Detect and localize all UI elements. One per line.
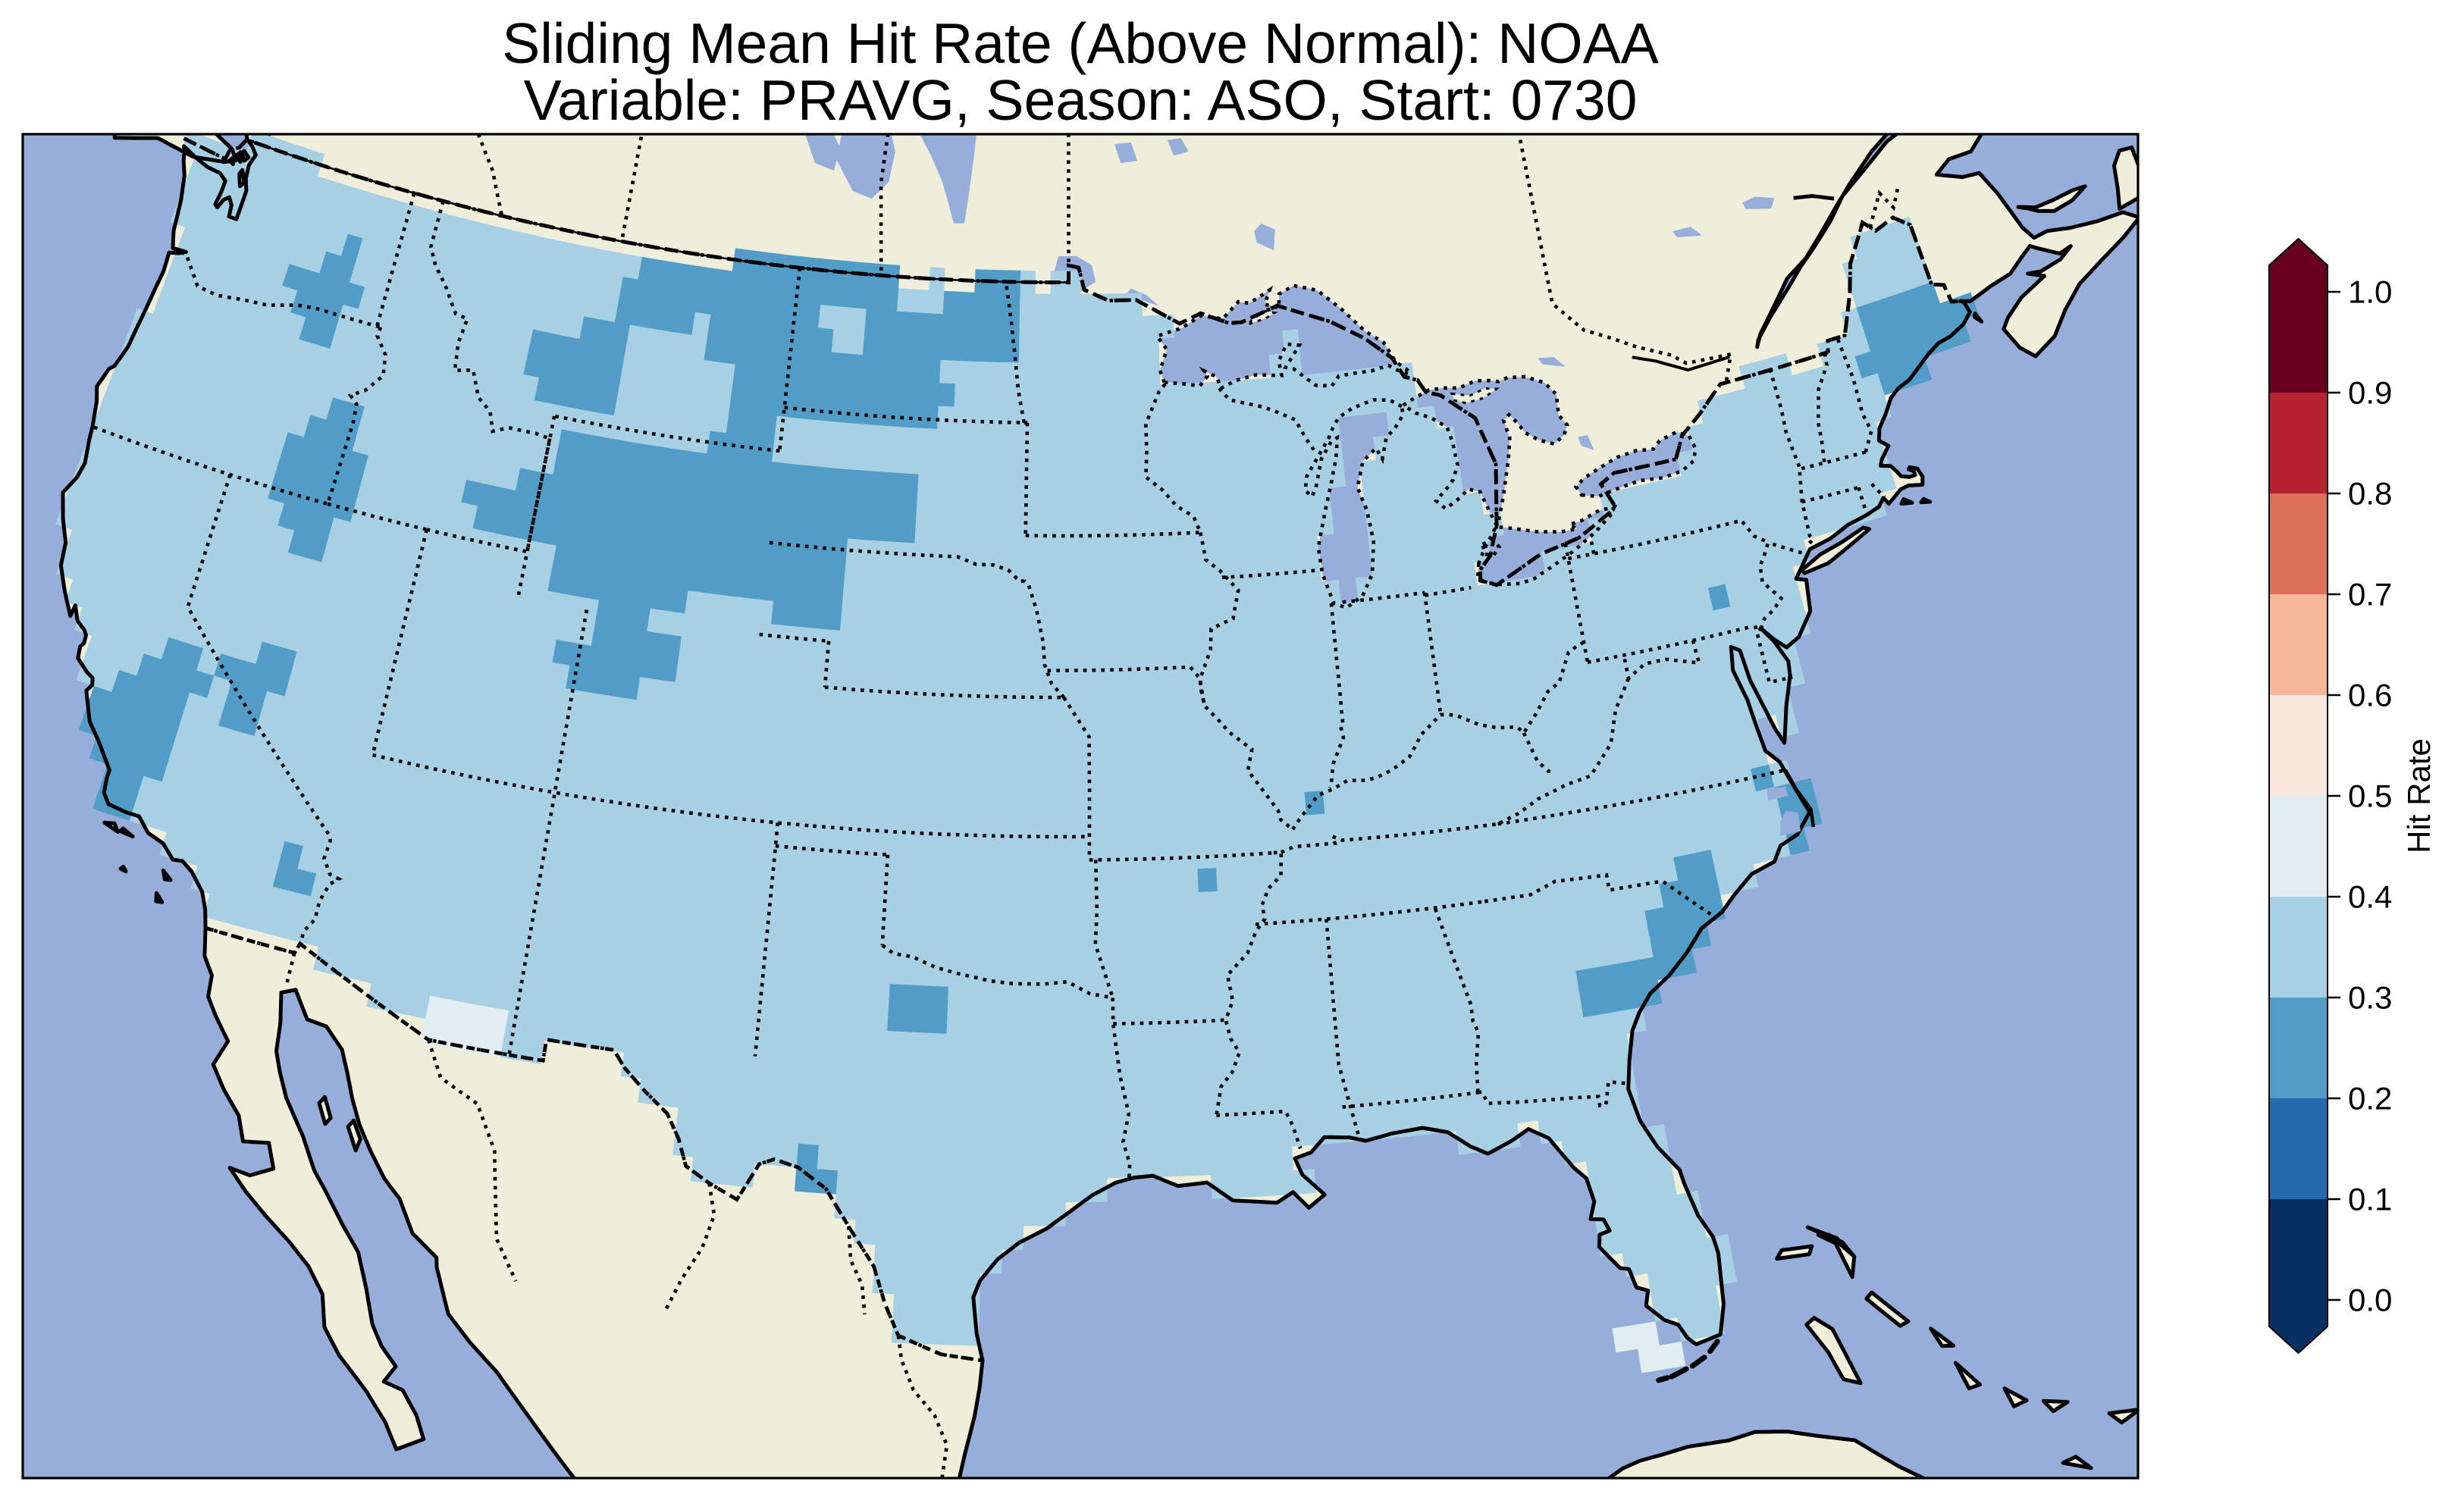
svg-text:0.4: 0.4 bbox=[2348, 879, 2392, 915]
svg-text:Sliding Mean Hit Rate (Above N: Sliding Mean Hit Rate (Above Normal): NO… bbox=[502, 11, 1659, 75]
svg-text:0.3: 0.3 bbox=[2348, 980, 2392, 1016]
svg-text:0.0: 0.0 bbox=[2348, 1283, 2392, 1318]
svg-text:Variable: PRAVG, Season: ASO,: Variable: PRAVG, Season: ASO, Start: 073… bbox=[524, 68, 1638, 132]
svg-text:1.0: 1.0 bbox=[2348, 274, 2392, 310]
svg-text:0.7: 0.7 bbox=[2348, 577, 2392, 612]
svg-text:0.6: 0.6 bbox=[2348, 678, 2392, 713]
svg-text:0.2: 0.2 bbox=[2348, 1081, 2392, 1117]
svg-text:0.9: 0.9 bbox=[2348, 375, 2392, 411]
svg-text:0.1: 0.1 bbox=[2348, 1182, 2392, 1217]
svg-text:0.5: 0.5 bbox=[2348, 778, 2392, 814]
svg-text:0.8: 0.8 bbox=[2348, 476, 2392, 512]
svg-text:Hit Rate: Hit Rate bbox=[2401, 738, 2437, 853]
